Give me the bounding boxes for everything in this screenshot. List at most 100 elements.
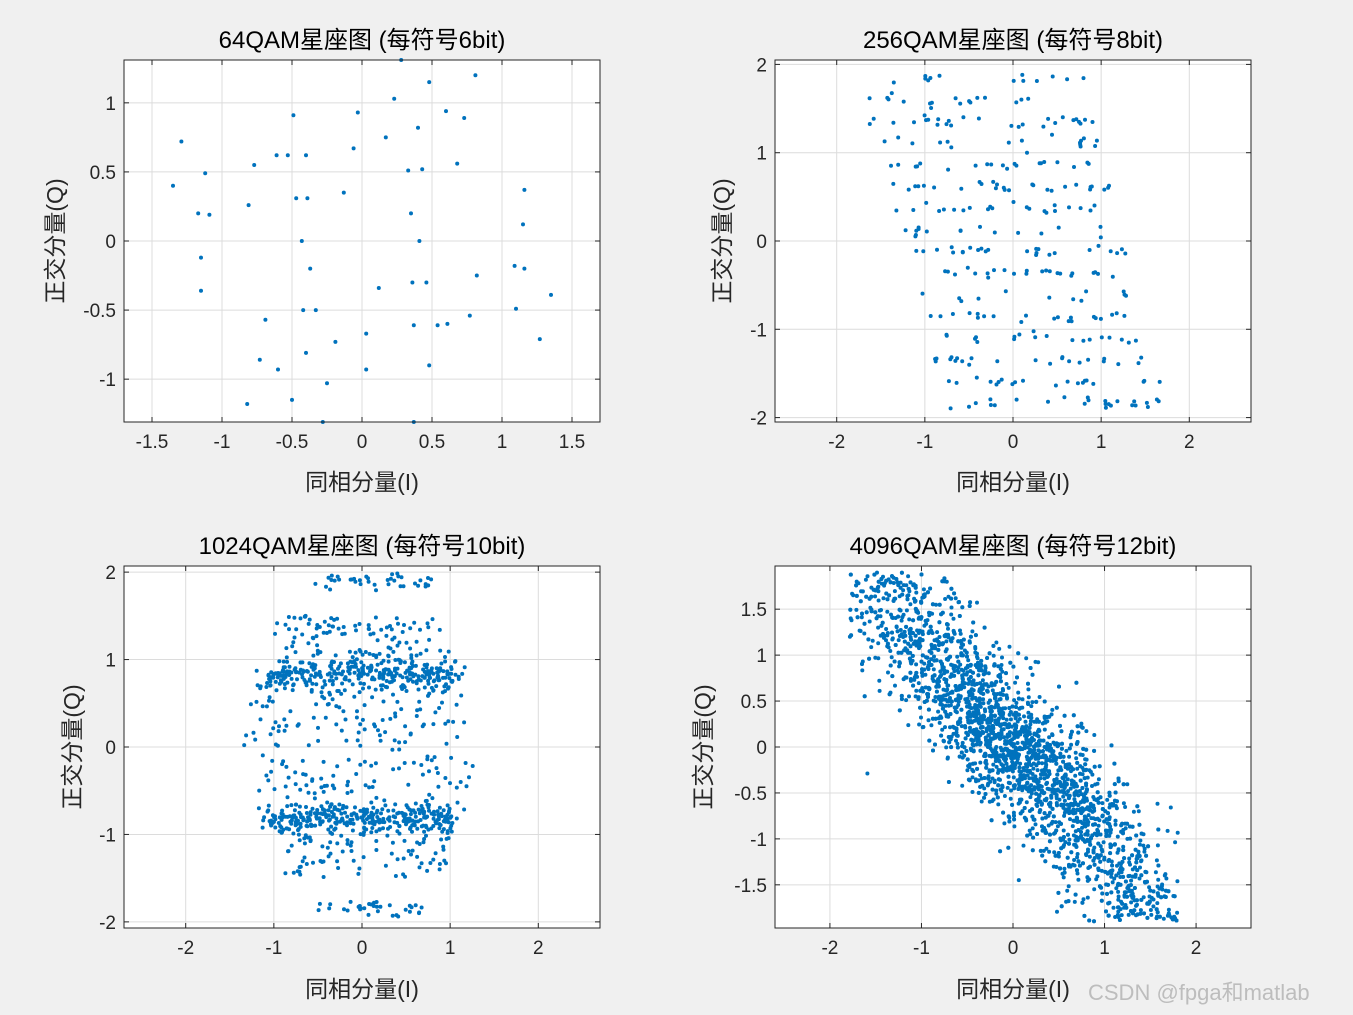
data-point	[383, 803, 388, 808]
data-point	[326, 827, 331, 832]
data-point	[289, 843, 294, 848]
data-point	[1002, 794, 1007, 798]
data-point	[393, 711, 398, 716]
data-point	[1077, 360, 1082, 365]
data-point	[1103, 399, 1108, 403]
data-point	[355, 738, 360, 743]
data-point	[959, 651, 964, 656]
data-point	[976, 729, 981, 734]
data-point	[971, 680, 976, 684]
data-point	[908, 670, 913, 675]
data-point	[1016, 878, 1021, 883]
data-point	[447, 676, 452, 681]
data-point	[925, 655, 930, 660]
data-point	[306, 621, 311, 626]
data-point	[946, 635, 951, 640]
data-point	[449, 755, 454, 760]
y-tick-label: -1	[750, 320, 767, 341]
data-point	[920, 291, 925, 296]
data-point	[1100, 801, 1105, 806]
data-point	[268, 679, 273, 684]
data-point	[937, 209, 942, 213]
data-point	[386, 645, 391, 650]
data-point	[982, 714, 987, 719]
data-point	[326, 808, 331, 813]
data-point	[384, 625, 389, 630]
data-point	[401, 813, 406, 818]
data-point	[334, 821, 339, 826]
data-point	[445, 321, 450, 326]
data-point	[1055, 160, 1060, 165]
data-point	[1025, 773, 1030, 778]
data-point	[1102, 356, 1107, 361]
data-point	[1113, 822, 1118, 827]
data-point	[455, 800, 460, 805]
data-point	[347, 649, 352, 654]
data-point	[886, 670, 890, 675]
data-point	[1079, 298, 1084, 303]
data-point	[420, 167, 425, 172]
data-point	[1012, 824, 1017, 829]
data-point	[1071, 779, 1076, 784]
data-point	[937, 643, 941, 647]
data-point	[1113, 818, 1118, 823]
data-point	[1114, 886, 1119, 891]
data-point	[949, 639, 954, 644]
data-point	[1044, 846, 1049, 851]
data-point	[873, 610, 878, 615]
data-point	[987, 740, 992, 745]
data-point	[900, 592, 905, 597]
data-point	[915, 674, 920, 679]
data-point	[333, 653, 338, 658]
watermark: CSDN @fpga和matlab	[1088, 980, 1310, 1005]
data-point	[417, 865, 422, 870]
data-point	[242, 743, 247, 748]
data-point	[885, 95, 890, 100]
data-point	[1033, 822, 1038, 827]
y-tick-label: 1	[756, 144, 767, 165]
data-point	[1068, 315, 1073, 320]
data-point	[1133, 847, 1138, 852]
y-tick-label: -1	[99, 370, 116, 391]
data-point	[1031, 183, 1036, 188]
data-point	[875, 585, 880, 590]
data-point	[1120, 859, 1125, 864]
data-point	[418, 578, 423, 583]
data-point	[1137, 842, 1142, 847]
data-point	[514, 306, 518, 311]
data-point	[996, 664, 1001, 669]
data-point	[991, 762, 996, 767]
data-point	[310, 777, 315, 782]
data-point	[1085, 832, 1090, 837]
data-point	[279, 817, 284, 822]
data-point	[992, 682, 997, 687]
data-point	[325, 672, 330, 677]
data-point	[430, 617, 435, 622]
data-point	[407, 666, 412, 671]
data-point	[409, 661, 414, 666]
data-point	[1061, 828, 1066, 833]
data-point	[314, 682, 319, 687]
data-point	[1000, 712, 1005, 717]
data-point	[873, 594, 878, 599]
data-point	[291, 831, 296, 836]
data-point	[1129, 900, 1134, 905]
data-point	[399, 707, 404, 712]
data-point	[1066, 806, 1071, 811]
data-point	[370, 815, 375, 820]
data-point	[1098, 316, 1103, 321]
data-point	[337, 808, 342, 813]
data-point	[293, 770, 298, 775]
data-point	[1086, 161, 1091, 166]
data-point	[928, 586, 933, 591]
data-point	[992, 713, 997, 718]
data-point	[857, 628, 862, 633]
data-point	[435, 771, 440, 775]
data-point	[356, 730, 361, 735]
data-point	[876, 579, 881, 584]
data-point	[258, 717, 263, 722]
data-point	[1116, 847, 1121, 852]
data-point	[275, 675, 280, 680]
data-point	[975, 766, 980, 771]
